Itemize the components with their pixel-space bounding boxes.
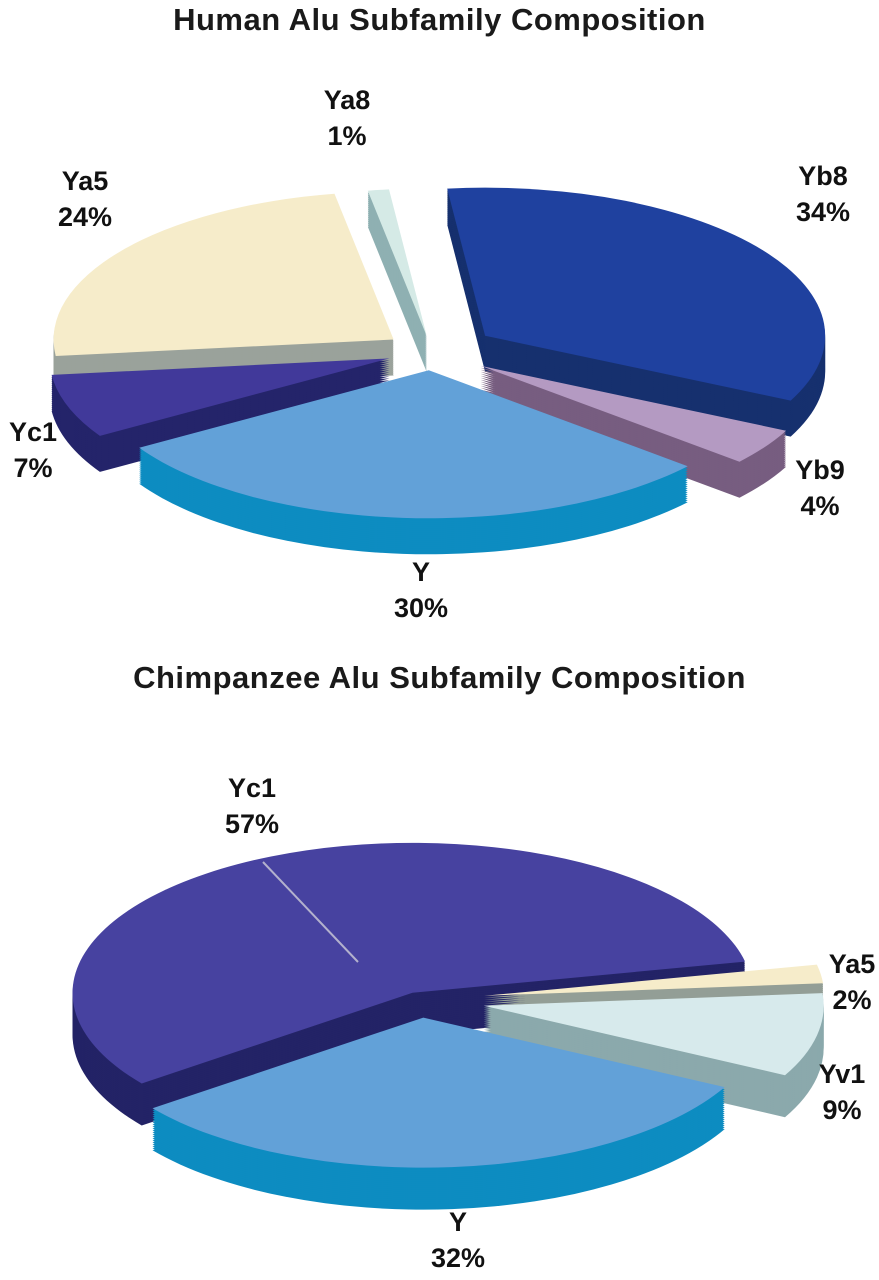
slice-percent: 2% xyxy=(832,985,872,1015)
slice-label-human-Ya5: Ya5 24% xyxy=(58,163,112,235)
slice-name: Y xyxy=(448,1207,468,1237)
slice-percent: 7% xyxy=(13,453,53,483)
slice-percent: 4% xyxy=(800,491,840,521)
chimpanzee-pie xyxy=(72,842,824,1210)
human-chart-title: Human Alu Subfamily Composition xyxy=(173,2,706,37)
slice-chimpanzee-Y xyxy=(152,1017,725,1210)
slice-human-Ya5 xyxy=(53,193,394,392)
slice-human-Yb8 xyxy=(447,187,826,437)
slice-label-human-Yb8: Yb8 34% xyxy=(796,158,850,230)
slice-chimpanzee-Yc1 xyxy=(72,842,746,1126)
slice-label-chimpanzee-Y: Y 32% xyxy=(431,1204,485,1276)
slice-name: Y xyxy=(411,557,431,587)
slice-label-human-Y: Y 30% xyxy=(394,554,448,626)
slice-label-human-Yb9: Yb9 4% xyxy=(795,452,845,524)
human-pie xyxy=(51,187,826,555)
slice-percent: 32% xyxy=(430,1243,486,1273)
slice-percent: 57% xyxy=(224,809,280,839)
slice-name: Ya8 xyxy=(323,85,371,115)
slice-name: Ya5 xyxy=(61,166,109,196)
slice-name: Yb8 xyxy=(798,161,848,191)
slice-human-Y xyxy=(139,370,688,555)
slice-percent: 1% xyxy=(327,121,367,151)
slice-percent: 34% xyxy=(795,197,851,227)
slice-label-human-Yc1: Yc1 7% xyxy=(9,414,57,486)
slice-human-Ya8 xyxy=(367,189,427,373)
slice-label-human-Ya8: Ya8 1% xyxy=(324,82,371,154)
chimpanzee-chart-title: Chimpanzee Alu Subfamily Composition xyxy=(133,660,746,695)
slice-percent: 24% xyxy=(57,202,113,232)
label-leader-line xyxy=(262,861,359,963)
slice-name: Ya5 xyxy=(828,949,876,979)
slice-percent: 9% xyxy=(822,1095,862,1125)
slice-name: Yb9 xyxy=(795,455,845,485)
slice-label-chimpanzee-Yv1: Yv1 9% xyxy=(819,1056,866,1128)
slice-chimpanzee-Yv1 xyxy=(483,993,824,1118)
slice-name: Yc1 xyxy=(227,773,277,803)
slice-label-chimpanzee-Yc1: Yc1 57% xyxy=(225,770,279,842)
slice-name: Yc1 xyxy=(8,417,58,447)
slice-name: Yv1 xyxy=(818,1059,866,1089)
slice-label-chimpanzee-Ya5: Ya5 2% xyxy=(829,946,876,1018)
slice-percent: 30% xyxy=(393,593,449,623)
